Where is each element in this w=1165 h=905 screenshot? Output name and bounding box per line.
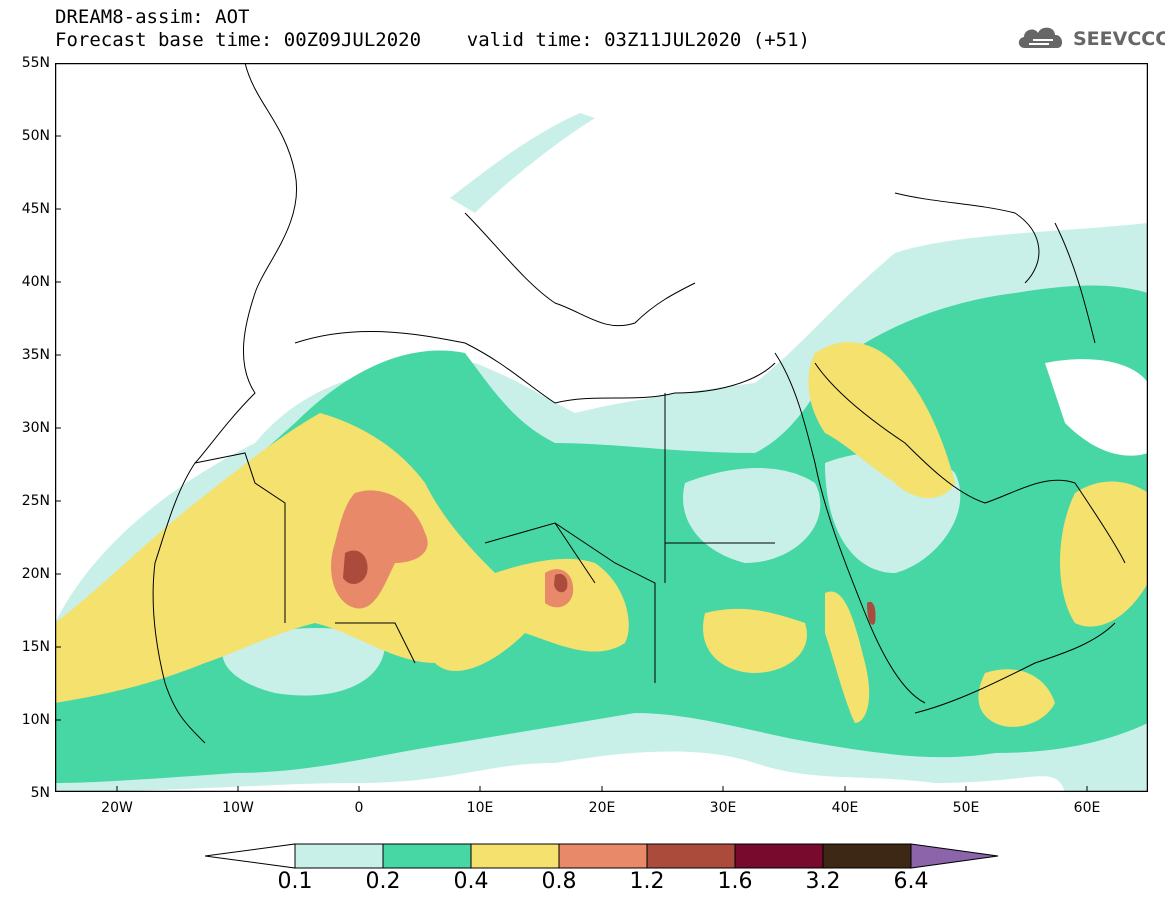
colorbar-label: 1.2: [629, 869, 665, 894]
lat-label: 5N: [30, 785, 50, 801]
lon-label: 60E: [1073, 800, 1101, 816]
lon-label: 50E: [952, 800, 980, 816]
lat-label: 35N: [21, 347, 50, 363]
lon-label: 10E: [466, 800, 494, 816]
lat-label: 25N: [21, 493, 50, 509]
lat-label: 20N: [21, 566, 50, 582]
lat-label: 55N: [21, 55, 50, 71]
lat-label: 30N: [21, 420, 50, 436]
lon-label: 20E: [588, 800, 616, 816]
lat-label: 15N: [21, 639, 50, 655]
aot-band-1.2: [343, 550, 368, 585]
aot-map: [55, 63, 1148, 792]
colorbar-label: 1.6: [717, 869, 753, 894]
axis-ticks: [55, 63, 1088, 792]
lat-label: 10N: [21, 712, 50, 728]
colorbar-label: 0.8: [541, 869, 577, 894]
lon-label: 0: [354, 800, 364, 816]
colorbar-label: 0.1: [277, 869, 313, 894]
lat-label: 40N: [21, 274, 50, 290]
coastlines: [152, 63, 1126, 744]
chart-title: DREAM8-assim: AOT: [55, 6, 250, 28]
colorbar-label: 0.4: [453, 869, 489, 894]
logo-text: SEEVCCC: [1073, 28, 1165, 50]
lat-label: 50N: [21, 128, 50, 144]
colorbar-label: 0.2: [365, 869, 401, 894]
colorbar-label: 6.4: [893, 869, 929, 894]
seevccc-logo: SEEVCCC: [1015, 20, 1165, 60]
lon-label: 30E: [709, 800, 737, 816]
cloud-icon: [1018, 27, 1063, 48]
lon-label: 10W: [222, 800, 254, 816]
lat-label: 45N: [21, 201, 50, 217]
lon-label: 20W: [101, 800, 133, 816]
colorbar-label: 3.2: [805, 869, 841, 894]
colorbar: [205, 843, 999, 869]
lon-label: 40E: [831, 800, 859, 816]
forecast-time-line: Forecast base time: 00Z09JUL2020 valid t…: [55, 29, 810, 51]
